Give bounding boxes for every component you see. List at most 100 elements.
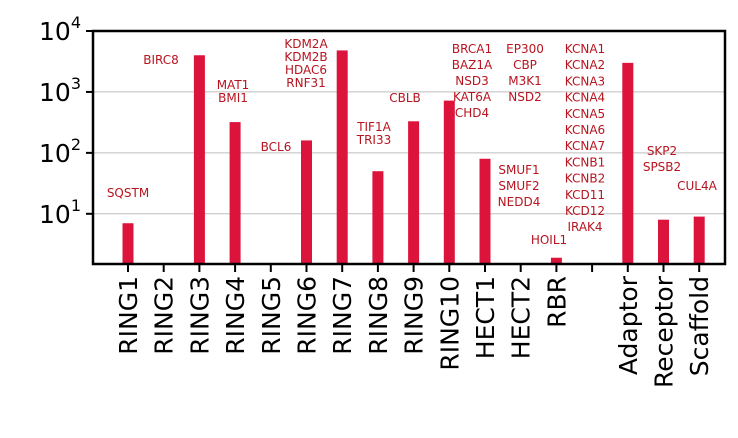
y-tick-base: 10: [39, 139, 71, 168]
bar: [550, 257, 562, 264]
annotation: EP300 CBP M3K1 NSD2: [506, 42, 544, 104]
annotation: SQSTM: [107, 186, 149, 200]
annotation: BRCA1 BAZ1A NSD3 KAT6A CHD4: [452, 42, 493, 120]
annotation-line: SMUF1: [498, 163, 539, 177]
y-tick-base: 10: [39, 17, 71, 46]
x-tick-label: RING10: [435, 276, 464, 371]
annotation-line: BRCA1: [452, 42, 492, 56]
y-tick-exponent: 3: [71, 74, 81, 93]
annotation-line: TIF1A: [356, 120, 391, 134]
annotation: SMUF1 SMUF2 NEDD4: [498, 163, 541, 209]
annotation-line: NSD2: [508, 90, 541, 104]
annotation-line: KCNA6: [565, 123, 605, 137]
bar: [193, 55, 205, 264]
bar: [372, 171, 384, 264]
bar: [693, 216, 705, 264]
x-tick-label: RING5: [257, 276, 286, 355]
x-tick-label: RING7: [328, 276, 357, 355]
x-tick-label: RING1: [114, 276, 143, 355]
y-tick-label: 102: [39, 135, 81, 168]
annotation-line: CUL4A: [677, 179, 717, 193]
annotation-line: BIRC8: [143, 53, 179, 67]
x-tick-label: Scaffold: [685, 276, 714, 376]
annotation-line: KCNA1: [565, 42, 605, 56]
annotation-line: CHD4: [455, 106, 489, 120]
annotation-line: SMUF2: [498, 179, 539, 193]
annotation: MAT1 BMI1: [217, 78, 250, 105]
bar: [479, 158, 491, 264]
bars: [122, 50, 705, 265]
x-tick-label: RBR: [542, 276, 571, 328]
annotation: BCL6: [261, 140, 292, 154]
annotation-line: NSD3: [455, 74, 488, 88]
annotation-line: M3K1: [508, 74, 542, 88]
bar: [122, 223, 134, 264]
annotation-line: BAZ1A: [452, 58, 493, 72]
annotation-line: CBP: [513, 58, 537, 72]
bar: [408, 121, 420, 264]
annotation-line: KCNA7: [565, 139, 605, 153]
annotation-line: KCNB1: [565, 155, 605, 169]
y-tick-base: 10: [39, 78, 71, 107]
y-tick-exponent: 2: [71, 135, 81, 154]
x-tick-label: RING2: [150, 276, 179, 355]
plot-frame: [91, 29, 727, 266]
x-tick-label: Adaptor: [614, 275, 643, 375]
annotation-line: SKP2: [647, 144, 677, 158]
y-tick-label: 103: [39, 74, 81, 107]
x-tick-label: RING8: [364, 276, 393, 355]
bar: [658, 219, 669, 264]
bar: [336, 50, 348, 264]
annotation-line: KCNB2: [565, 172, 605, 186]
x-tick-label: RING9: [400, 276, 429, 355]
annotation: CUL4A: [677, 179, 717, 193]
annotation-line: KCNA4: [565, 91, 605, 105]
y-tick-label: 101: [39, 196, 81, 229]
annotation-line: SQSTM: [107, 186, 149, 200]
annotation-line: BCL6: [261, 140, 292, 154]
x-tick-label: RING6: [293, 276, 322, 355]
annotation-line: MAT1: [217, 78, 250, 92]
annotation-line: TRI33: [356, 133, 391, 147]
annotation: HOIL1: [531, 233, 567, 247]
y-tick-exponent: 1: [71, 196, 81, 215]
annotation-line: HDAC6: [285, 63, 327, 77]
annotation-line: KCNA5: [565, 107, 605, 121]
annotation-line: HOIL1: [531, 233, 567, 247]
x-tick-label: HECT2: [507, 276, 536, 359]
annotation: BIRC8: [143, 53, 179, 67]
annotation-line: EP300: [506, 42, 544, 56]
annotation-line: KCNA3: [565, 74, 605, 88]
x-tick-label: HECT1: [471, 276, 500, 359]
annotation-line: IRAK4: [567, 220, 602, 234]
bar: [229, 122, 241, 264]
annotation-line: RNF31: [286, 76, 326, 90]
bar: [622, 62, 634, 265]
annotation: CBLB: [389, 91, 421, 105]
x-tick-label: Receptor: [650, 275, 679, 388]
y-tick-base: 10: [39, 200, 71, 229]
x-tick-label: RING3: [185, 276, 214, 355]
annotation-line: SPSB2: [643, 160, 681, 174]
annotation-line: KCD11: [565, 188, 605, 202]
annotation: KDM2A KDM2B HDAC6 RNF31: [284, 37, 328, 90]
bar: [301, 140, 312, 264]
annotation: KCNA1 KCNA2 KCNA3 KCNA4 KCNA5 KCNA6 KCNA7 KCNB1…: [565, 42, 605, 234]
annotation-line: KCD12: [565, 204, 605, 218]
y-tick-exponent: 4: [71, 13, 81, 32]
annotation-line: BMI1: [218, 91, 248, 105]
annotation: TIF1A TRI33: [356, 120, 392, 147]
annotation-line: KDM2A: [284, 37, 328, 51]
annotation: SKP2 SPSB2: [643, 144, 681, 174]
annotation-line: KDM2B: [284, 50, 327, 64]
y-tick-label: 104: [39, 13, 81, 46]
annotation-line: NEDD4: [498, 195, 541, 209]
x-axis: RING1 RING2 RING3 RING4 RING5 RING6 RING7 RING8…: [114, 264, 714, 388]
x-tick-label: RING4: [221, 276, 250, 355]
annotation-line: KCNA2: [565, 58, 605, 72]
bar: [443, 100, 455, 265]
annotations: SQSTM BIRC8 MAT1 BMI1 BCL6 KDM2A KDM2B HDAC6 RNF…: [107, 37, 718, 247]
annotation-line: CBLB: [389, 91, 421, 105]
